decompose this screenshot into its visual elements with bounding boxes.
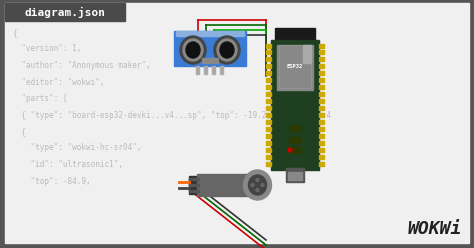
Text: WOKWi: WOKWi: [408, 220, 462, 238]
Bar: [266, 85, 271, 89]
Bar: [266, 113, 271, 117]
Bar: [319, 120, 324, 124]
Bar: [212, 65, 216, 73]
Bar: [190, 176, 200, 194]
Text: { "type": "board-esp32-devki...v4...sp", "top": -19.2, "left": 62.4: { "type": "board-esp32-devki...v4...sp",…: [12, 111, 331, 120]
Bar: [266, 148, 271, 152]
Bar: [190, 178, 200, 180]
Bar: [266, 127, 271, 131]
Bar: [319, 155, 324, 158]
Bar: [319, 141, 324, 145]
Bar: [319, 106, 324, 110]
Bar: [266, 71, 271, 75]
Bar: [266, 99, 271, 103]
Bar: [266, 78, 271, 82]
Bar: [319, 71, 324, 75]
Text: ESP32: ESP32: [287, 64, 303, 69]
Bar: [266, 43, 271, 48]
Text: "parts": [: "parts": [: [12, 94, 67, 103]
Bar: [286, 168, 304, 182]
Ellipse shape: [248, 175, 266, 195]
Bar: [266, 134, 271, 138]
Bar: [266, 92, 271, 96]
Bar: [319, 64, 324, 68]
Bar: [289, 147, 301, 153]
Bar: [190, 190, 200, 192]
Text: "author": "Anonymous maker",: "author": "Anonymous maker",: [12, 61, 151, 70]
Bar: [319, 99, 324, 103]
Bar: [202, 58, 218, 62]
Bar: [319, 127, 324, 131]
Bar: [266, 155, 271, 158]
Text: "version": 1,: "version": 1,: [12, 44, 82, 54]
Ellipse shape: [186, 42, 200, 58]
Bar: [271, 40, 319, 170]
Text: {: {: [12, 127, 26, 136]
Bar: [220, 65, 224, 73]
Bar: [289, 125, 301, 131]
Bar: [319, 50, 324, 55]
Bar: [266, 141, 271, 145]
Ellipse shape: [180, 36, 206, 64]
Bar: [303, 45, 311, 63]
Bar: [275, 28, 315, 46]
Bar: [204, 65, 208, 73]
Ellipse shape: [217, 39, 237, 61]
Bar: [319, 43, 324, 48]
Bar: [266, 161, 271, 165]
Bar: [288, 172, 302, 180]
Bar: [319, 148, 324, 152]
Bar: [174, 31, 246, 65]
Ellipse shape: [251, 184, 254, 186]
Bar: [266, 57, 271, 62]
Bar: [289, 137, 301, 143]
Text: "editor": "wokwi",: "editor": "wokwi",: [12, 77, 104, 87]
Bar: [319, 85, 324, 89]
Bar: [197, 65, 200, 73]
Bar: [266, 106, 271, 110]
Bar: [5, 3, 125, 21]
Bar: [176, 31, 244, 35]
Bar: [190, 184, 200, 186]
Bar: [266, 64, 271, 68]
Ellipse shape: [214, 36, 240, 64]
Bar: [266, 50, 271, 55]
Bar: [319, 113, 324, 117]
Bar: [319, 92, 324, 96]
Ellipse shape: [256, 188, 259, 191]
Text: diagram.json: diagram.json: [25, 6, 106, 18]
Bar: [319, 161, 324, 165]
Ellipse shape: [183, 39, 203, 61]
Ellipse shape: [220, 42, 234, 58]
Bar: [279, 45, 311, 88]
Bar: [319, 134, 324, 138]
Text: "id": "ultrasonic1",: "id": "ultrasonic1",: [12, 160, 123, 169]
Bar: [319, 57, 324, 62]
Bar: [277, 45, 313, 90]
Text: "top": -84.9,: "top": -84.9,: [12, 177, 91, 186]
Bar: [266, 120, 271, 124]
Bar: [319, 78, 324, 82]
Ellipse shape: [256, 179, 259, 182]
Ellipse shape: [261, 184, 264, 186]
Ellipse shape: [244, 170, 272, 200]
Bar: [198, 174, 263, 196]
Text: "type": "wokwi-hc-sr04",: "type": "wokwi-hc-sr04",: [12, 144, 142, 153]
Ellipse shape: [288, 148, 292, 152]
Text: {: {: [12, 28, 17, 37]
